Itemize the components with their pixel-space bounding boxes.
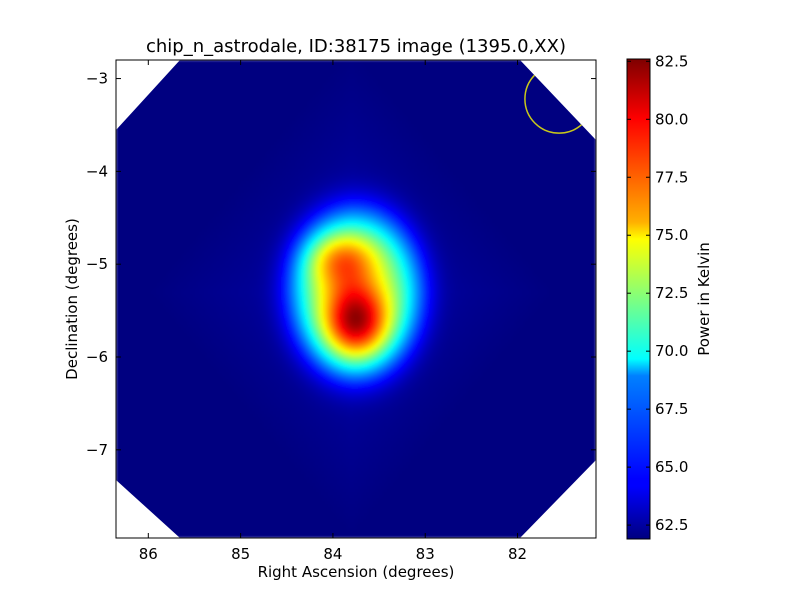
colorbar-tick-label: 67.5 [655,400,688,418]
x-axis: 86 85 84 83 82 [139,60,527,563]
x-tick-label: 85 [231,545,250,563]
x-tick-label: 84 [323,545,342,563]
colorbar-tick-label: 65.0 [655,458,688,476]
x-tick-label: 83 [416,545,435,563]
colorbar-tick-label: 77.5 [655,168,688,186]
y-axis-label: Declination (degrees) [63,218,81,380]
colorbar-tick-label: 62.5 [655,516,688,534]
colorbar-tick-label: 72.5 [655,284,688,302]
y-tick-label: −6 [86,348,108,366]
x-tick-label: 82 [508,545,527,563]
colorbar-tick-label: 80.0 [655,110,688,128]
colorbar-tick-label: 82.5 [655,52,688,70]
y-tick-label: −5 [86,255,108,273]
colorbar-tick-label: 75.0 [655,226,688,244]
y-axis: −3 −4 −5 −6 −7 [86,70,596,459]
y-tick-label: −4 [86,162,108,180]
colorbar-tick-label: 70.0 [655,342,688,360]
colorbar: 82.5 80.0 77.5 75.0 72.5 70.0 67.5 65.0 62.5 Pow… [626,52,713,540]
chart-title: chip_n_astrodale, ID:38175 image (1395.0… [146,36,566,57]
colorbar-label: Power in Kelvin [695,242,713,356]
x-axis-label: Right Ascension (degrees) [258,563,455,581]
y-tick-label: −7 [86,441,108,459]
y-tick-label: −3 [86,70,108,88]
heatmap-image [116,60,596,538]
plot-frame [115,59,597,539]
x-tick-label: 86 [139,545,158,563]
colorbar-gradient [626,58,651,540]
colorbar-ticks: 82.5 80.0 77.5 75.0 72.5 70.0 67.5 65.0 62.5 [627,52,688,534]
